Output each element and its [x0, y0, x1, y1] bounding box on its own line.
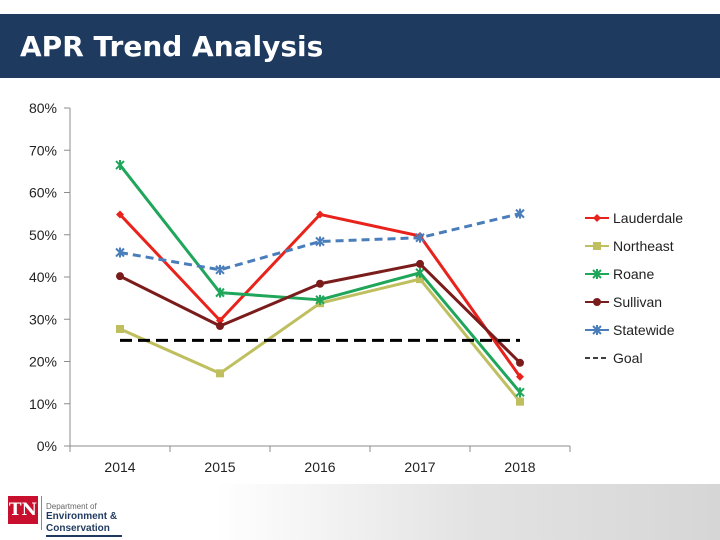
y-tick-label: 70% [29, 142, 57, 158]
page-title: APR Trend Analysis [20, 30, 324, 63]
data-point-northeast [516, 397, 524, 406]
data-point-northeast [216, 369, 224, 378]
y-tick-label: 20% [29, 354, 57, 370]
legend-label-lauderdale: Lauderdale [613, 210, 683, 226]
data-point-northeast [416, 275, 424, 284]
logo-divider [41, 496, 42, 530]
y-tick-label: 30% [29, 311, 57, 327]
data-point-lauderdale [216, 316, 224, 325]
footer-bar [0, 484, 720, 540]
legend-marker-sullivan [593, 298, 601, 306]
x-tick-label: 2018 [504, 459, 535, 475]
x-tick-label: 2015 [204, 459, 235, 475]
data-point-roane [515, 387, 525, 398]
legend-label-goal: Goal [613, 350, 643, 366]
x-tick-label: 2017 [404, 459, 435, 475]
logo-underline [46, 535, 122, 537]
data-point-statewide [315, 236, 325, 247]
data-point-sullivan [416, 259, 424, 268]
line-chart: 0% 10% 20% 30% 40% 50% 60% 70% 80% 2014 2015 2016 20… [29, 100, 683, 475]
legend-label-statewide: Statewide [613, 322, 675, 338]
data-point-roane [115, 160, 125, 171]
data-point-roane [315, 294, 325, 305]
data-point-sullivan [316, 279, 324, 288]
y-tick-label: 40% [29, 269, 57, 285]
title-bar: APR Trend Analysis [0, 14, 720, 78]
data-point-statewide [115, 247, 125, 258]
y-tick-label: 60% [29, 185, 57, 201]
data-point-statewide [415, 232, 425, 243]
y-tick-label: 0% [37, 438, 57, 454]
data-point-roane [215, 287, 225, 298]
legend-marker-statewide [592, 325, 602, 335]
legend-label-sullivan: Sullivan [613, 294, 662, 310]
logo-department-text: Department of [46, 502, 97, 511]
data-point-statewide [515, 208, 525, 219]
x-tick-label: 2016 [304, 459, 335, 475]
legend-marker-roane [592, 269, 602, 279]
data-point-northeast [116, 324, 124, 333]
data-point-lauderdale [116, 210, 124, 219]
x-tick-label: 2014 [104, 459, 135, 475]
data-point-sullivan [516, 358, 524, 367]
logo-environment-text: Environment & [46, 511, 118, 522]
data-point-lauderdale [516, 372, 524, 381]
legend-label-northeast: Northeast [613, 238, 674, 254]
data-point-sullivan [116, 272, 124, 281]
data-point-statewide [215, 264, 225, 275]
y-tick-label: 80% [29, 100, 57, 116]
y-tick-label: 10% [29, 396, 57, 412]
data-point-lauderdale [316, 210, 324, 219]
tn-logo: TN [8, 496, 38, 524]
data-point-sullivan [216, 322, 224, 331]
data-point-roane [415, 267, 425, 278]
legend-marker-lauderdale [593, 214, 601, 222]
legend-label-roane: Roane [613, 266, 654, 282]
logo-conservation-text: Conservation [46, 523, 110, 534]
y-tick-label: 50% [29, 227, 57, 243]
series-line-statewide [119, 212, 521, 272]
legend-marker-northeast [593, 242, 601, 250]
